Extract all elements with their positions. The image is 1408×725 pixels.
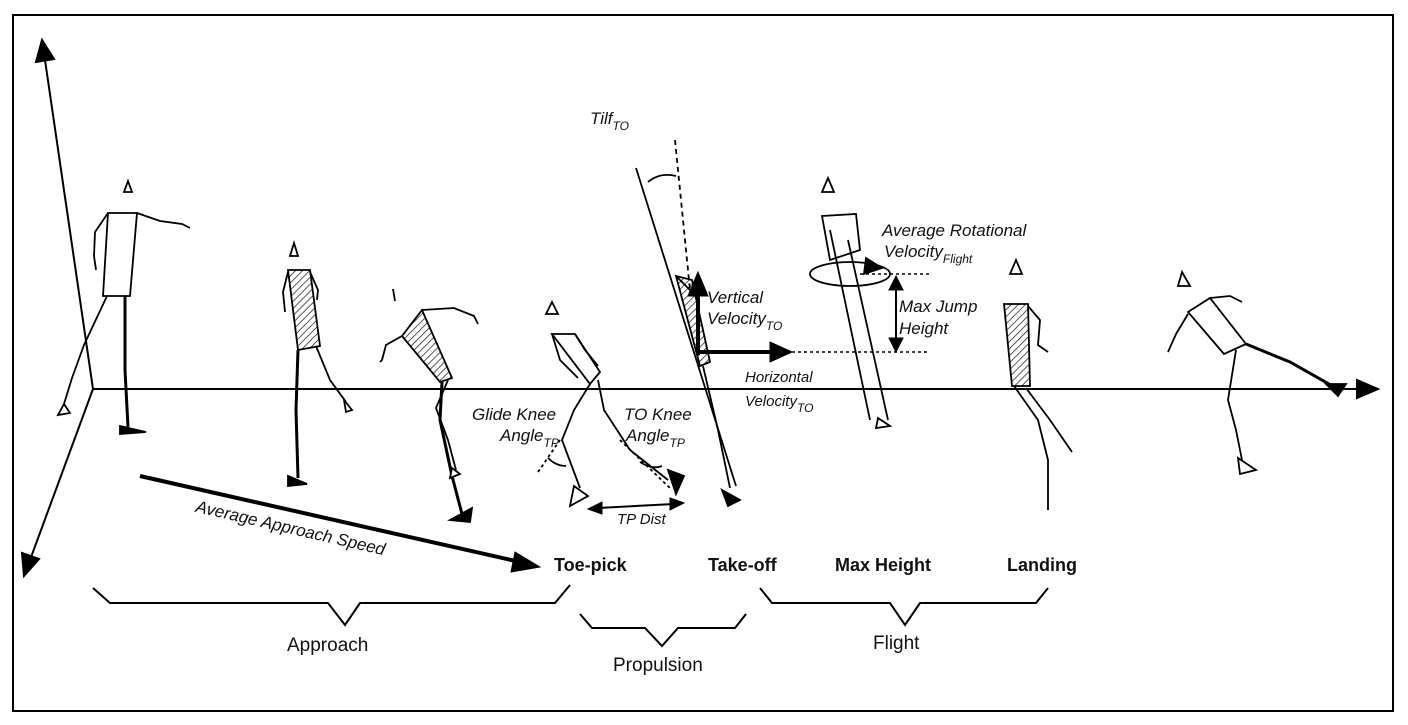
y-axis-arrowhead [34,37,56,64]
vertical-reference [674,139,691,291]
flight-bracket [759,587,1049,627]
figure-approach-2 [282,239,354,487]
to-knee-angle-label: TO Knee AngleTP [624,405,692,450]
max-jump-height-label: Max Jump Height [899,297,978,338]
approach-speed-arrow [139,474,542,573]
figure-maxheight [809,175,930,430]
vertical-velocity-label: Vertical VelocityTO [707,288,783,333]
phase-propulsion: Propulsion [613,655,703,676]
event-max-height: Max Height [835,555,932,575]
max-jump-height-arrow [888,274,904,354]
head-marker [122,178,134,193]
tilt-label: TilfTO [590,109,629,133]
diagram-border [12,14,1394,712]
figure-toepick [537,299,686,508]
phase-flight: Flight [873,633,920,654]
leg-front [123,296,130,428]
event-toe-pick: Toe-pick [554,555,627,575]
torso-6 [820,213,861,262]
tp-dist-label: TP Dist [617,511,666,528]
arm-left [93,212,109,271]
z-axis-arrowhead [20,551,41,579]
avg-rotational-velocity-label: Average Rotational VelocityFlight [882,221,1027,266]
torso [102,212,138,297]
figure-takeoff [635,139,742,508]
vertical-velocity-arrow [687,270,709,355]
horizontal-velocity-label: Horizontal VelocityTO [745,369,814,415]
event-landing: Landing [1007,555,1077,575]
tp-dist-arrow [586,497,686,515]
torso-4 [550,333,602,386]
approach-bracket [92,584,571,627]
tilt-arc [647,173,677,183]
figure-landing [1003,257,1073,510]
hatched-torso [286,269,322,352]
horizontal-velocity-arrow [698,341,930,363]
phase-brackets [92,584,1049,648]
leg-back [63,295,108,405]
coordinate-axes [20,37,1381,579]
arm-right [136,212,191,229]
figure-approach-3 [379,288,479,523]
torso-8 [1186,296,1248,356]
event-take-off: Take-off [708,555,777,575]
hatched-torso-7 [1003,303,1031,387]
phase-approach: Approach [287,635,369,656]
figure-approach-1 [56,178,191,435]
x-axis-arrowhead [1356,378,1381,400]
hatched-torso-2 [400,308,454,384]
z-axis-line [29,388,94,561]
propulsion-bracket [579,613,747,648]
glide-knee-angle-label: Glide Knee AngleTP [472,405,559,450]
figure-exit [1167,269,1348,476]
y-axis-line [44,59,94,390]
